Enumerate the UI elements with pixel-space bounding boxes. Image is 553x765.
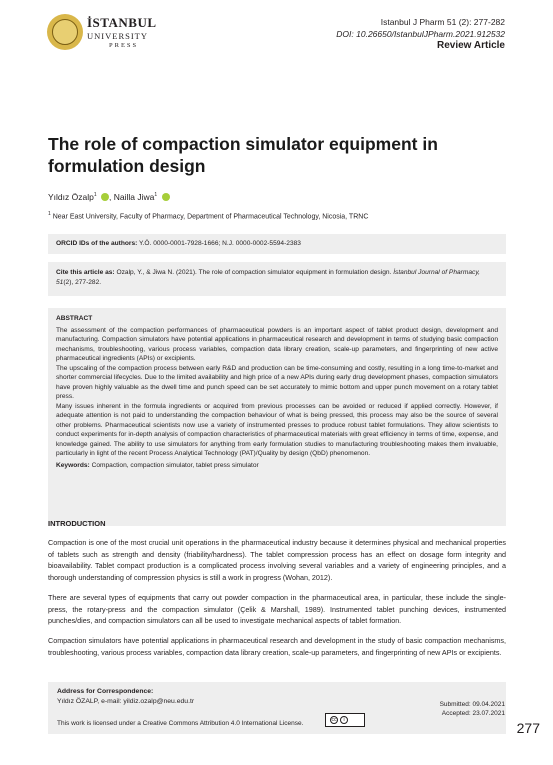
correspondence-email[interactable]: Yıldız ÖZALP, e-mail: yildiz.ozalp@neu.e… — [57, 698, 195, 705]
university-logo: İSTANBUL UNIVERSITY PRESS — [47, 12, 159, 54]
submitted-date: Submitted: 09.04.2021 — [439, 701, 505, 708]
correspondence-heading: Address for Correspondence: — [57, 688, 154, 695]
page-number: 277 — [516, 720, 540, 736]
license-text: This work is licensed under a Creative C… — [57, 720, 304, 727]
keywords: Keywords: Compaction, compaction simulat… — [56, 461, 498, 471]
orcid-label: ORCID IDs of the authors: — [56, 240, 138, 247]
logo-word-istanbul: İSTANBUL — [87, 15, 157, 30]
doi-link[interactable]: DOI: 10.26650/IstanbulJPharm.2021.912532 — [336, 29, 505, 39]
citation-tail: (2), 277-282. — [63, 278, 102, 286]
attribution-icon: i — [340, 716, 348, 724]
footer-box — [48, 682, 506, 734]
affiliation: 1 Near East University, Faculty of Pharm… — [48, 211, 368, 220]
abstract-box: ABSTRACT The assessment of the compactio… — [48, 308, 506, 526]
citation-box: Cite this article as: Ozalp, Y., & Jiwa … — [48, 262, 506, 296]
logo-word-press: PRESS — [109, 42, 139, 49]
author-name: Nailla Jiwa — [113, 192, 155, 202]
abstract-heading: ABSTRACT — [56, 315, 93, 322]
abstract-paragraph: The assessment of the compaction perform… — [56, 326, 498, 363]
keywords-text: Compaction, compaction simulator, tablet… — [91, 461, 259, 469]
article-title: The role of compaction simulator equipme… — [48, 134, 438, 176]
orcid-box: ORCID IDs of the authors: Y.Ö. 0000-0001… — [48, 234, 506, 254]
orcid-icon[interactable] — [100, 193, 109, 201]
author-affiliation-sup: 1 — [93, 192, 97, 199]
section-heading: INTRODUCTION — [48, 519, 106, 528]
journal-citation: Istanbul J Pharm 51 (2): 277-282 — [380, 17, 505, 27]
affiliation-sup: 1 — [48, 211, 51, 217]
body-paragraph: There are several types of equipments th… — [48, 593, 506, 625]
affiliation-text: Near East University, Faculty of Pharmac… — [52, 213, 369, 221]
author-affiliation-sup: 1 — [154, 192, 158, 199]
article-type-label: Review Article — [437, 40, 505, 51]
keywords-label: Keywords: — [56, 461, 90, 469]
author-separator: , — [108, 192, 114, 202]
citation-text: Ozalp, Y., & Jiwa N. (2021). The role of… — [116, 269, 392, 276]
body-paragraph: Compaction is one of the most crucial un… — [48, 538, 506, 582]
orcid-text: Y.Ö. 0000-0001-7928-1666; N.J. 0000-0002… — [139, 240, 301, 247]
citation-journal: İstanbul Journal of Pharmacy, 51 — [56, 269, 480, 286]
author-list: Yıldız Özalp1 , Nailla Jiwa1 — [48, 192, 170, 202]
cc-by-license-icon[interactable]: cc i — [325, 713, 365, 727]
university-seal-icon — [47, 14, 83, 50]
body-paragraph: Compaction simulators have potential app… — [48, 636, 506, 657]
abstract-paragraph: Many issues inherent in the formula ingr… — [56, 402, 498, 458]
orcid-icon[interactable] — [161, 193, 170, 201]
citation-label: Cite this article as: — [56, 269, 115, 276]
logo-word-university: UNIVERSITY — [87, 31, 148, 41]
abstract-paragraph: The upscaling of the compaction process … — [56, 364, 498, 401]
cc-icon: cc — [330, 716, 338, 724]
author-name: Yıldız Özalp — [48, 192, 94, 202]
accepted-date: Accepted: 23.07.2021 — [441, 710, 505, 717]
